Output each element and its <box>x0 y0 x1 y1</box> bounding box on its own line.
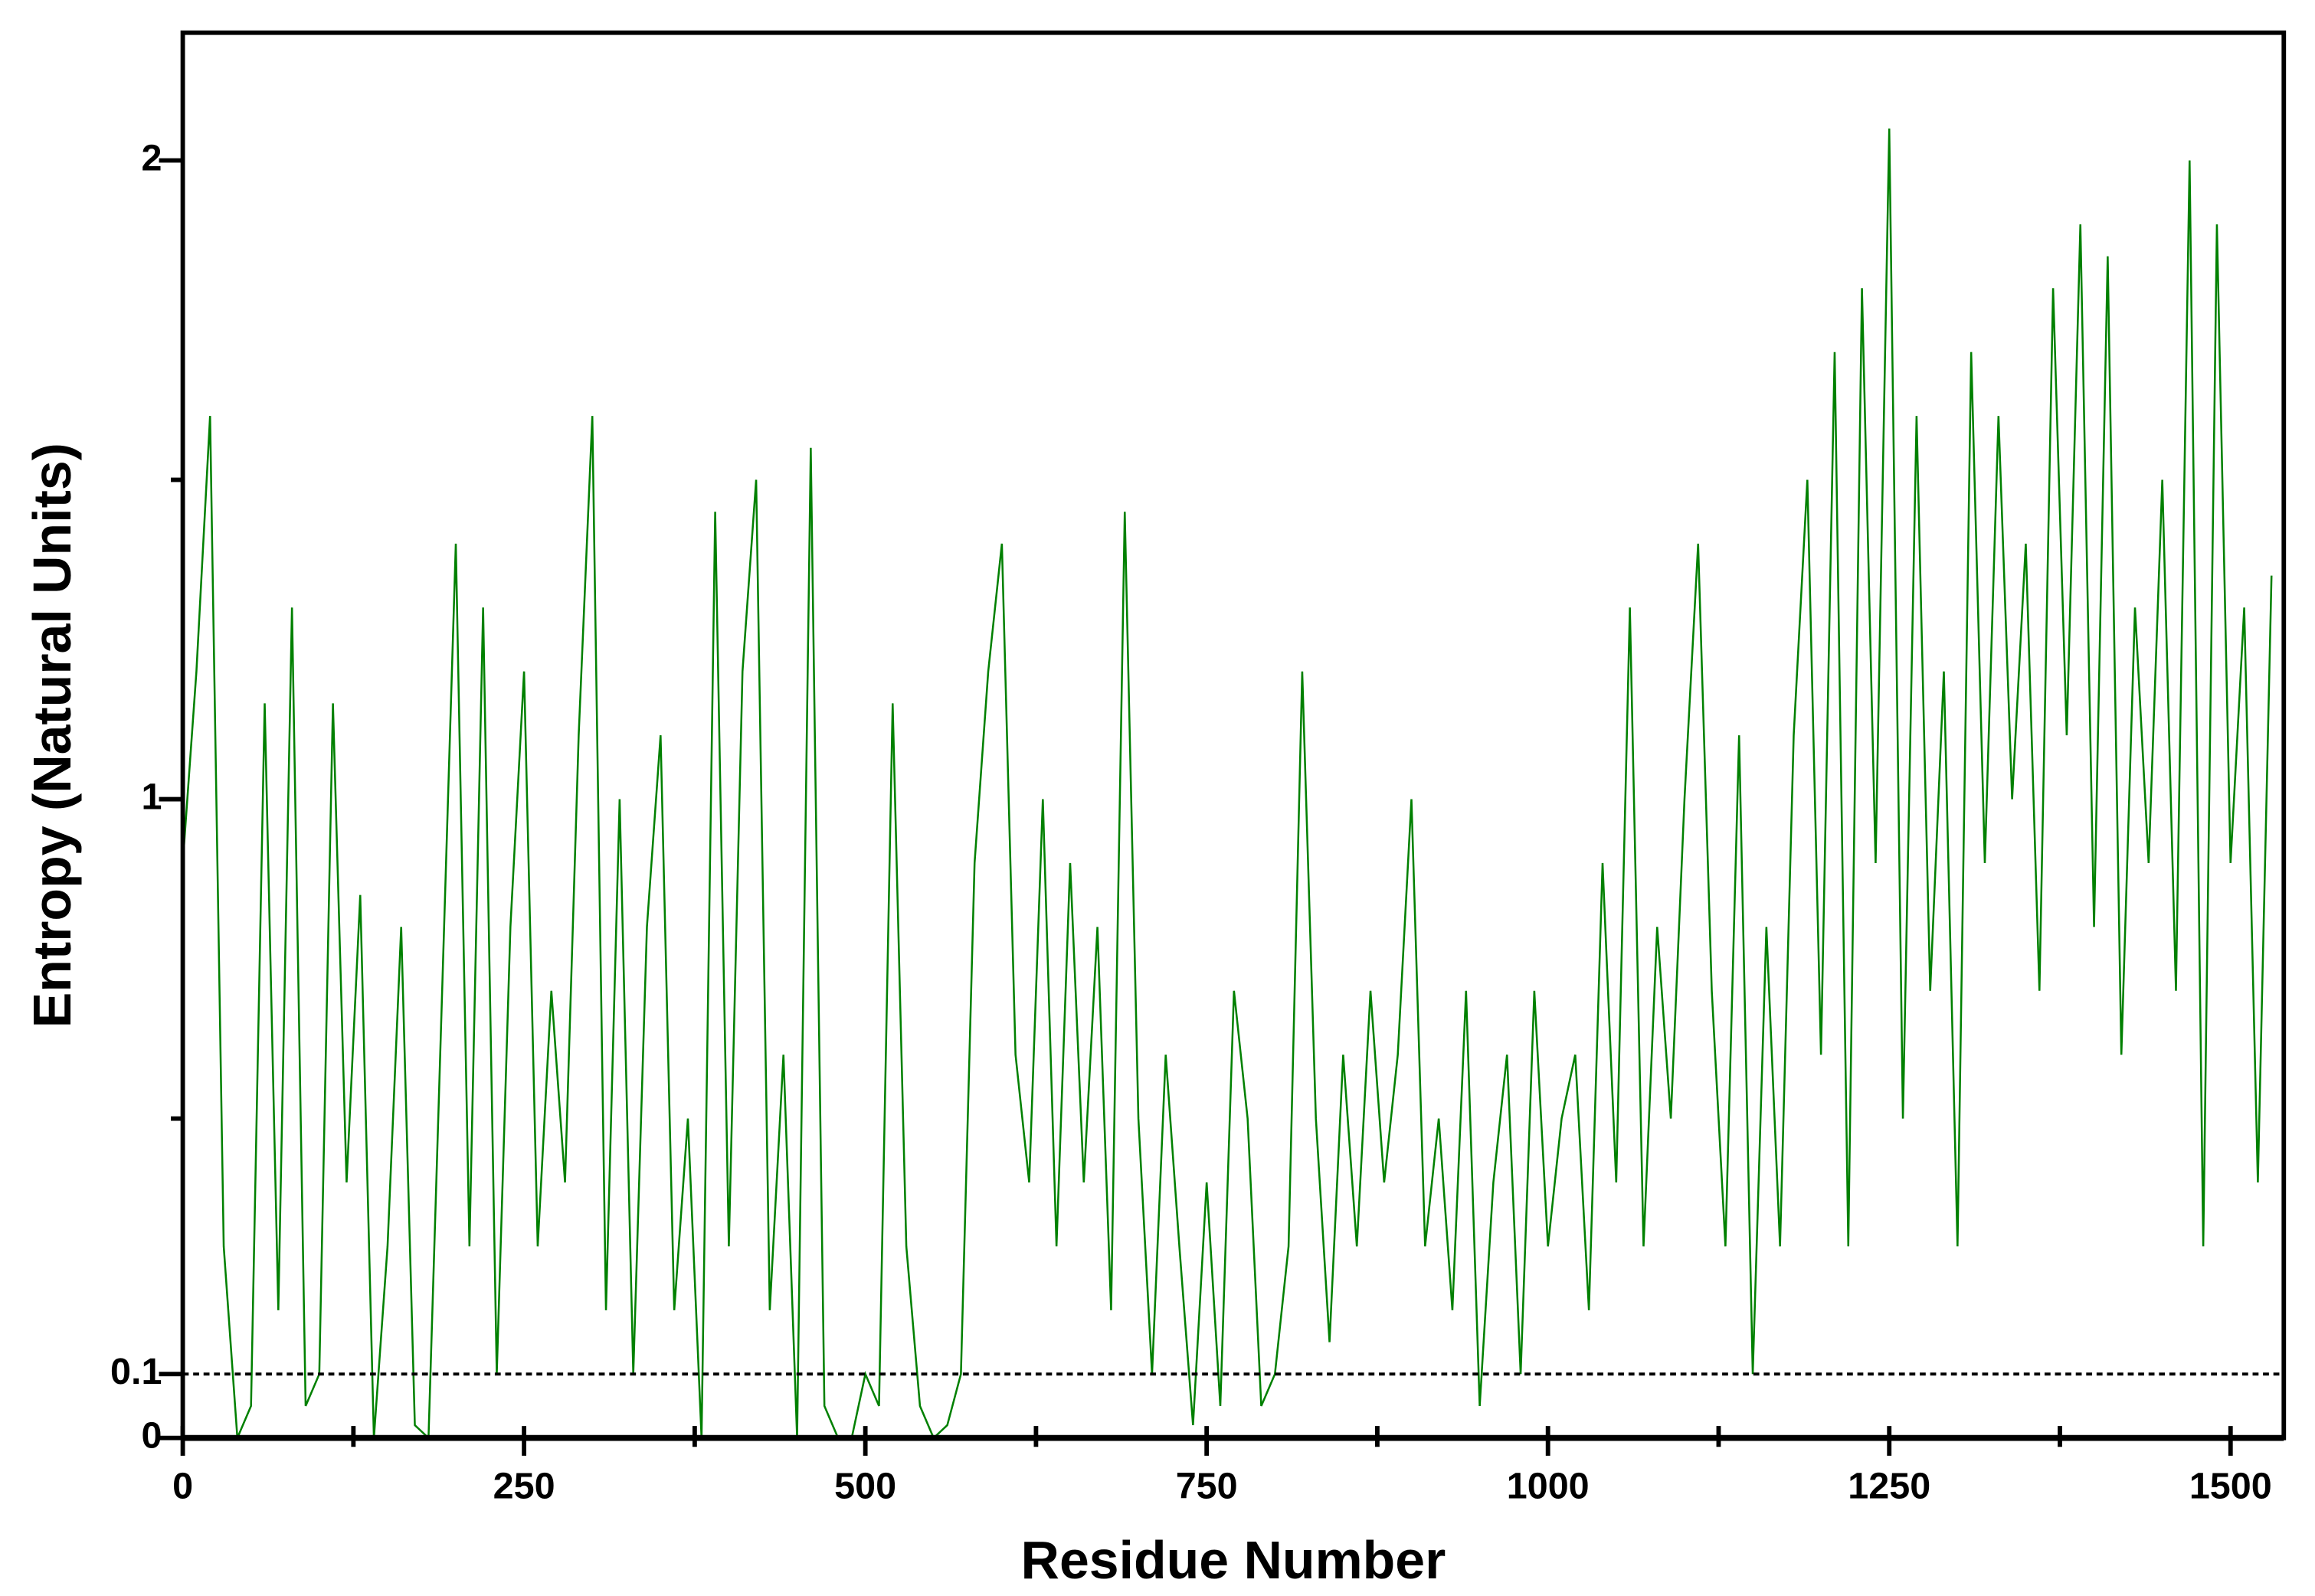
x-tick-label: 0 <box>172 1465 193 1506</box>
x-tick-label: 500 <box>834 1465 896 1506</box>
x-tick-label: 750 <box>1176 1465 1238 1506</box>
x-tick-label: 1250 <box>1848 1465 1930 1506</box>
x-tick-label: 250 <box>493 1465 555 1506</box>
x-tick-label: 1500 <box>2189 1465 2272 1506</box>
y-tick-label: 0.1 <box>110 1351 162 1392</box>
y-tick-label: 1 <box>141 776 162 817</box>
plot-frame <box>180 30 2287 1441</box>
y-tick-label: 2 <box>141 137 162 178</box>
x-tick-label: 1000 <box>1507 1465 1590 1506</box>
x-axis-label: Residue Number <box>1021 1530 1446 1590</box>
data-line <box>182 128 2273 1441</box>
y-tick-label: 0 <box>141 1414 162 1456</box>
y-axis-label: Entropy (Natural Units) <box>22 443 82 1028</box>
